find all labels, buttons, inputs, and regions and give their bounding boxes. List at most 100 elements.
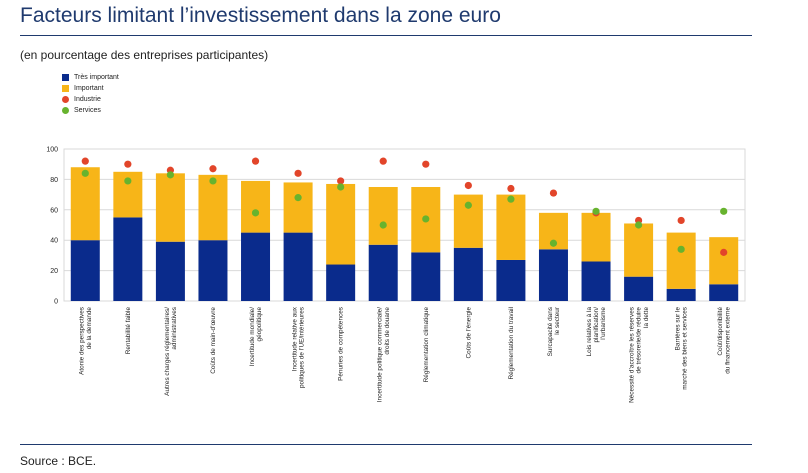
legend-item-services: Services <box>62 105 119 116</box>
bar-tr-s-important <box>283 232 313 301</box>
x-tick-label-line: droits de douane <box>384 307 391 355</box>
x-tick-label-line: Rentabilité faible <box>125 307 132 355</box>
point-services <box>422 215 430 223</box>
x-tick-label-line: Réglementation climatique <box>423 307 430 383</box>
point-industrie <box>294 169 302 177</box>
point-industrie <box>720 248 728 256</box>
x-tick-label-line: Coûts de l’énergie <box>465 307 472 359</box>
bar-tr-s-important <box>411 252 441 301</box>
bar-tr-s-important <box>538 249 568 301</box>
x-tick-label-line: Nécessité d’accroître les réserves <box>628 307 635 403</box>
x-tick-label: Nécessité d’accroître les réservesde tré… <box>628 307 649 403</box>
bar-important <box>581 212 611 262</box>
x-tick-label-line: la dette <box>643 307 650 328</box>
point-industrie <box>422 160 430 168</box>
point-services <box>464 201 472 209</box>
point-industrie <box>507 184 515 193</box>
bar-important <box>496 194 526 260</box>
point-industrie <box>379 157 387 165</box>
y-tick-label: 20 <box>50 268 58 275</box>
point-services <box>166 171 175 179</box>
bar-tr-s-important <box>155 241 185 301</box>
x-tick-label-line: de la demande <box>86 307 93 350</box>
point-services <box>294 194 302 202</box>
bar-important <box>624 223 654 277</box>
x-tick-label: Pénuries de compétences <box>338 307 345 381</box>
point-services <box>124 177 132 185</box>
bar-important <box>666 232 696 289</box>
bar-tr-s-important <box>624 276 654 301</box>
point-industrie <box>209 165 217 173</box>
bar-tr-s-important <box>496 259 526 301</box>
bar-tr-s-important <box>453 247 483 301</box>
point-industrie <box>549 189 558 197</box>
x-tick-label-line: du financement externe <box>724 307 731 374</box>
bar-tr-s-important <box>326 264 356 301</box>
point-services <box>209 177 217 185</box>
bar-important <box>283 182 313 233</box>
bar-tr-s-important <box>666 288 696 301</box>
point-industrie <box>124 160 132 168</box>
point-services <box>549 239 558 247</box>
x-tick-label-line: Barrières sur le <box>675 307 682 351</box>
legend-label-industrie: Industrie <box>74 96 101 103</box>
x-tick-label: Réglementation climatique <box>423 307 430 383</box>
x-tick-label-line: Pénuries de compétences <box>338 307 345 381</box>
bar-tr-s-important <box>198 240 228 301</box>
point-industrie <box>464 181 472 190</box>
x-tick-label-line: marché des biens et services <box>682 307 689 390</box>
bar-important <box>155 173 185 242</box>
y-tick-label: 60 <box>50 207 58 214</box>
legend: Très important Important Industrie Servi… <box>62 72 119 116</box>
x-tick-label-line: géopolitique <box>256 307 263 342</box>
x-tick-label-line: Incertitude mondiale/ <box>249 307 256 367</box>
x-tick-label: Incertitude politique commerciale/droits… <box>377 307 391 403</box>
legend-label-important: Important <box>74 85 104 92</box>
x-tick-label: Coûts de main-d’œuvre <box>210 307 217 374</box>
x-tick-label: Coût/disponibilitédu financement externe <box>717 307 731 374</box>
point-services <box>677 245 685 253</box>
bar-important <box>326 183 356 265</box>
chart-title: Facteurs limitant l’investissement dans … <box>20 4 501 27</box>
x-tick-label-line: Incertitude politique commerciale/ <box>377 307 384 402</box>
x-tick-label: Incertitude mondiale/géopolitique <box>249 307 263 367</box>
point-services <box>720 207 728 215</box>
x-tick-label-line: Lois relatives à la <box>586 307 593 357</box>
point-services <box>81 169 89 177</box>
legend-swatch-tres-important <box>62 74 69 81</box>
point-industrie <box>677 216 685 225</box>
chart-subtitle: (en pourcentage des entreprises particip… <box>20 48 269 62</box>
legend-item-important: Important <box>62 83 119 94</box>
bar-tr-s-important <box>113 217 143 301</box>
x-tick-label-line: politiques de l’UE/intérieures <box>299 307 306 388</box>
x-tick-label: Réglementation du travail <box>508 307 515 379</box>
point-industrie <box>337 177 345 185</box>
y-tick-label: 0 <box>54 299 58 306</box>
x-tick-label-line: l’urbanisme <box>600 307 607 340</box>
point-industrie <box>251 157 260 165</box>
y-tick-label: 100 <box>46 147 58 154</box>
x-tick-label-line: Autres charges réglementaires/ <box>164 307 171 396</box>
legend-item-industrie: Industrie <box>62 94 119 105</box>
legend-swatch-services <box>62 107 69 114</box>
x-tick-label-line: Incertitude relative aux <box>291 306 298 371</box>
title-rule <box>20 35 752 36</box>
x-tick-label-line: Coûts de main-d’œuvre <box>210 307 217 374</box>
bar-important <box>198 174 228 241</box>
point-services <box>592 207 600 215</box>
y-tick-label: 80 <box>50 177 58 184</box>
point-services <box>507 195 515 203</box>
point-services <box>337 183 345 191</box>
bar-important <box>368 187 398 245</box>
legend-swatch-industrie <box>62 96 69 103</box>
x-tick-label-line: Atonie des perspectives <box>79 307 86 375</box>
point-services <box>251 209 260 217</box>
legend-label-tres-important: Très important <box>74 74 119 81</box>
bar-tr-s-important <box>241 232 271 301</box>
bar-tr-s-important <box>581 261 611 301</box>
point-services <box>379 221 387 229</box>
x-tick-label: Autres charges réglementaires/administra… <box>164 307 178 396</box>
x-tick-label-line: de trésorerie/de réduire <box>636 307 643 374</box>
y-tick-label: 40 <box>50 238 58 245</box>
